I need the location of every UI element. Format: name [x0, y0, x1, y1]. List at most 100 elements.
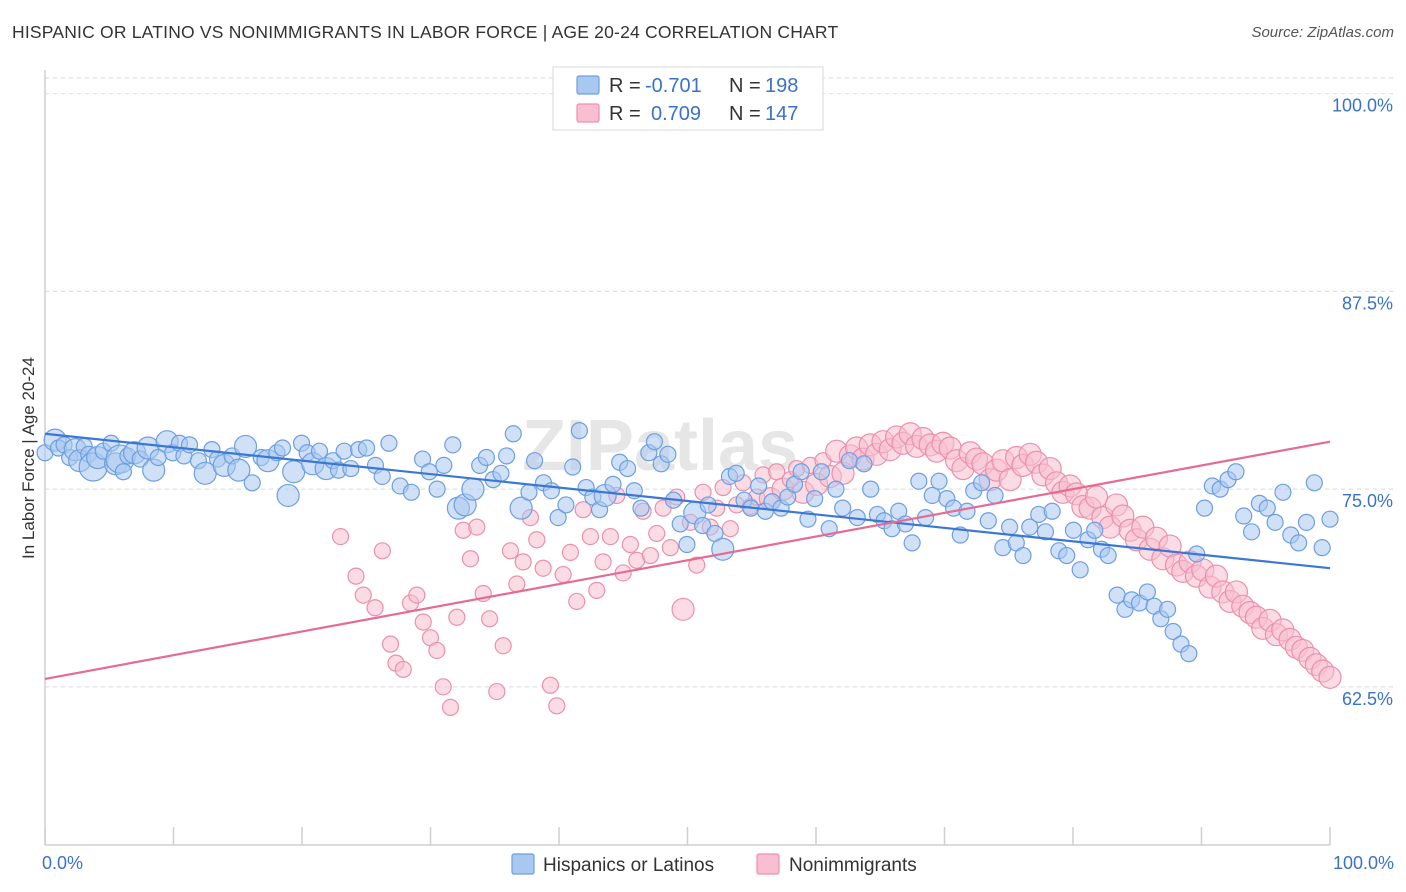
- pink-point: [408, 586, 426, 604]
- blue-point: [1000, 518, 1019, 536]
- blue-point: [986, 486, 1004, 505]
- blue-point: [342, 459, 360, 478]
- pink-point: [541, 676, 560, 694]
- bottom-legend-label-pink: Nonimmigrants: [789, 855, 917, 876]
- blue-point: [1108, 586, 1126, 604]
- blue-point: [335, 442, 353, 460]
- blue-point: [557, 496, 575, 514]
- blue-point: [1058, 546, 1076, 565]
- blue-point: [1227, 463, 1245, 481]
- legend-r-value-blue: -0.701: [645, 75, 702, 97]
- pink-point: [641, 546, 659, 565]
- pink-point: [621, 535, 639, 554]
- blue-point: [461, 477, 485, 501]
- legend-n-label-blue: N =: [729, 75, 761, 97]
- blue-point: [492, 464, 510, 482]
- blue-point: [671, 515, 689, 533]
- pink-point: [581, 527, 600, 546]
- y-tick-label: 87.5%: [1342, 293, 1393, 313]
- y-tick-labels: 62.5% 75.0% 87.5% 100.0%: [1332, 96, 1393, 709]
- legend-r-label-pink: R =: [609, 103, 641, 125]
- blue-point: [380, 434, 398, 452]
- blue-point: [834, 499, 852, 517]
- blue-point: [357, 439, 376, 457]
- blue-point: [979, 512, 997, 530]
- pink-point: [373, 542, 391, 560]
- blue-point: [792, 463, 810, 481]
- blue-point: [243, 474, 261, 492]
- blue-point: [1266, 513, 1284, 531]
- pink-point: [448, 608, 466, 626]
- pink-point: [480, 610, 499, 628]
- pink-point: [1084, 485, 1109, 509]
- blue-point: [444, 436, 462, 454]
- pink-point: [528, 531, 546, 549]
- blue-point: [1138, 583, 1156, 601]
- blue-point: [402, 483, 420, 501]
- blue-point: [1071, 561, 1089, 579]
- blue-point: [694, 516, 712, 535]
- blue-point: [509, 496, 533, 520]
- pink-point: [534, 559, 552, 577]
- blue-point: [958, 502, 976, 520]
- legend-n-label-pink: N =: [729, 103, 761, 125]
- blue-point: [1305, 474, 1323, 492]
- blue-point: [827, 480, 845, 498]
- blue-point: [227, 458, 251, 482]
- legend-n-value-blue: 198: [765, 75, 798, 97]
- blue-point: [1242, 523, 1261, 541]
- pink-point: [688, 556, 706, 574]
- blue-point: [678, 535, 696, 554]
- blue-point: [727, 464, 745, 482]
- pink-point: [508, 575, 526, 593]
- pink-point: [1318, 665, 1342, 689]
- blue-point: [310, 442, 329, 460]
- blue-point: [233, 434, 258, 459]
- pink-point: [434, 678, 452, 696]
- y-tick-label: 75.0%: [1342, 491, 1393, 511]
- blue-point: [910, 472, 928, 490]
- pink-point: [347, 567, 365, 585]
- blue-point: [564, 458, 582, 476]
- pink-point: [488, 682, 506, 701]
- pink-point: [514, 553, 532, 571]
- blue-point: [972, 474, 991, 492]
- bottom-legend-swatch-blue: [511, 853, 535, 875]
- blue-point: [1297, 513, 1316, 531]
- blue-points: [36, 422, 1339, 663]
- blue-point: [618, 459, 637, 478]
- pink-point: [468, 518, 486, 536]
- blue-point: [1099, 546, 1117, 565]
- pink-point: [501, 542, 520, 560]
- pink-point: [661, 539, 679, 557]
- pink-point: [548, 697, 566, 715]
- pink-point: [394, 660, 412, 679]
- pink-point: [441, 698, 460, 716]
- blue-point: [799, 510, 817, 528]
- legend-box: R = -0.701 N = 198 R = 0.709 N = 147: [552, 66, 824, 131]
- blue-point: [855, 455, 873, 473]
- legend-r-value-pink: 0.709: [651, 103, 701, 125]
- blue-point: [699, 496, 717, 514]
- pink-point: [494, 637, 512, 655]
- bottom-legend-swatch-pink: [756, 853, 780, 875]
- blue-point: [428, 480, 446, 498]
- blue-point: [711, 537, 735, 561]
- pink-point: [366, 599, 384, 617]
- blue-point: [273, 439, 292, 457]
- blue-point: [1274, 483, 1292, 501]
- blue-point: [435, 456, 453, 475]
- chart-title: HISPANIC OR LATINO VS NONIMMIGRANTS IN L…: [12, 22, 839, 42]
- pink-point: [588, 581, 606, 599]
- y-axis-title: In Labor Force | Age 20-24: [19, 357, 38, 559]
- pink-point: [331, 527, 350, 546]
- blue-point: [930, 472, 948, 490]
- pink-point: [601, 527, 620, 546]
- x-tick-marks: [44, 827, 1331, 845]
- blue-point: [114, 463, 133, 481]
- legend-swatch-pink: [576, 103, 600, 123]
- blue-point: [806, 490, 824, 508]
- blue-point: [632, 499, 650, 517]
- x-tick-label-max: 100.0%: [1333, 853, 1394, 873]
